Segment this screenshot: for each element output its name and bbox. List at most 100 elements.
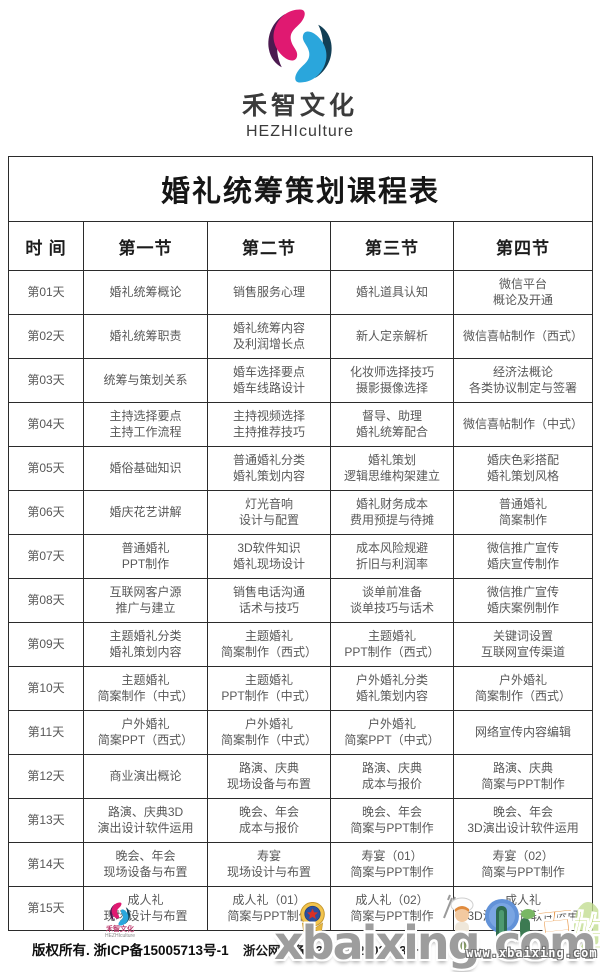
table-row: 第05天 婚俗基础知识 普通婚礼分类 婚礼策划内容 婚礼策划 逻辑思维构架建立 婚庆色彩搭配… — [8, 446, 594, 491]
course-schedule-table: 婚礼统筹策划课程表 时 间 第一节 第二节 第三节 第四节 第01天 婚礼统筹概论… — [7, 156, 594, 931]
course-cell: 新人定亲解析 — [330, 314, 454, 359]
course-cell: 户外婚礼 简案制作（西式） — [452, 666, 594, 711]
course-cell: 成本风险规避 折旧与利润率 — [330, 534, 454, 579]
course-table-body: 第01天 婚礼统筹概论 销售服务心理 婚礼道具认知 微信平台 概论及开通 第02天 婚礼统筹职… — [8, 270, 594, 931]
course-cell: 晚会、年会 简案与PPT制作 — [330, 798, 454, 843]
brand-block: 禾智文化 HEZHIculture — [0, 8, 600, 141]
course-cell: 商业演出概论 — [83, 754, 208, 799]
brand-name-en: HEZHIculture — [245, 123, 355, 140]
course-cell: 晚会、年会 3D演出设计软件运用 — [452, 798, 594, 843]
table-row: 第01天 婚礼统筹概论 销售服务心理 婚礼道具认知 微信平台 概论及开通 — [8, 270, 594, 315]
table-title-row: 婚礼统筹策划课程表 — [7, 156, 594, 222]
hezhi-logo-icon — [268, 9, 332, 83]
day-cell: 第14天 — [8, 842, 84, 887]
table-title: 婚礼统筹策划课程表 — [7, 156, 594, 222]
brand-name-cn: 禾智文化 — [241, 92, 358, 120]
table-row: 第12天 商业演出概论 路演、庆典 现场设备与布置 路演、庆典 成本与报价 路演、庆典 简案与… — [8, 754, 594, 799]
watermark-site-text: xbaixing.com — [274, 916, 597, 970]
course-cell: 户外婚礼 简案PPT（西式） — [83, 710, 208, 755]
day-cell: 第10天 — [8, 666, 84, 711]
course-cell: 寿宴（01） 简案与PPT制作 — [330, 842, 454, 887]
column-header-session3: 第三节 — [330, 221, 454, 271]
course-cell: 婚庆花艺讲解 — [83, 490, 208, 535]
course-cell: 晚会、年会 成本与报价 — [207, 798, 331, 843]
icp-copyright-text: 版权所有. 浙ICP备15005713号-1 — [32, 943, 229, 958]
hezhi-logo-small-icon — [110, 902, 130, 926]
course-cell: 网络宣传内容编辑 — [452, 710, 594, 755]
column-header-time: 时 间 — [8, 221, 84, 271]
course-cell: 关键词设置 互联网宣传渠道 — [452, 622, 594, 667]
course-cell: 微信平台 概论及开通 — [452, 270, 594, 315]
table-row: 第08天 互联网客户源 推广与建立 销售电话沟通 话术与技巧 谈单前准备 谈单技巧与话术 微信… — [8, 578, 594, 623]
course-cell: 化妆师选择技巧 摄影摄像选择 — [330, 358, 454, 403]
course-cell: 微信喜帖制作（中式） — [452, 402, 594, 447]
course-cell: 寿宴（02） 简案与PPT制作 — [452, 842, 594, 887]
course-cell: 灯光音响 设计与配置 — [207, 490, 331, 535]
course-cell: 婚礼统筹内容 及利润增长点 — [207, 314, 331, 359]
course-cell: 晚会、年会 现场设备与布置 — [83, 842, 208, 887]
footer-brand-en: HEZHIculture — [104, 932, 135, 939]
table-row: 第09天 主题婚礼分类 婚礼策划内容 主题婚礼 简案制作（西式） 主题婚礼 PPT制作（西式… — [8, 622, 594, 667]
footer-brand-cn: 禾智文化 — [106, 926, 134, 933]
table-row: 第11天 户外婚礼 简案PPT（西式） 户外婚礼 简案制作（中式） 户外婚礼 简案PPT（中… — [8, 710, 594, 755]
course-cell: 户外婚礼 简案PPT（中式） — [330, 710, 454, 755]
day-cell: 第13天 — [8, 798, 84, 843]
course-cell: 婚俗基础知识 — [83, 446, 208, 491]
day-cell: 第15天 — [8, 886, 84, 931]
public-security-badge-icon — [300, 902, 325, 933]
course-cell: 主持选择要点 主持工作流程 — [83, 402, 208, 447]
table-row: 第10天 主题婚礼 简案制作（中式） 主题婚礼 PPT制作（中式） 户外婚礼分类 婚礼策划内… — [8, 666, 594, 711]
course-cell: 主题婚礼 简案制作（中式） — [83, 666, 208, 711]
course-cell: 谈单前准备 谈单技巧与话术 — [330, 578, 454, 623]
table-row: 第02天 婚礼统筹职责 婚礼统筹内容 及利润增长点 新人定亲解析 微信喜帖制作（西式） — [8, 314, 594, 359]
watermark-url-text: www.xbaixing.com — [466, 946, 598, 960]
course-cell: 路演、庆典3D 演出设计软件运用 — [83, 798, 208, 843]
course-cell: 销售电话沟通 话术与技巧 — [207, 578, 331, 623]
course-cell: 微信喜帖制作（西式） — [452, 314, 594, 359]
day-cell: 第09天 — [8, 622, 84, 667]
column-header-session4: 第四节 — [452, 221, 594, 271]
course-cell: 普通婚礼 简案制作 — [452, 490, 594, 535]
course-cell: 路演、庆典 现场设备与布置 — [207, 754, 331, 799]
course-cell: 互联网客户源 推广与建立 — [83, 578, 208, 623]
course-cell: 主题婚礼分类 婚礼策划内容 — [83, 622, 208, 667]
day-cell: 第05天 — [8, 446, 84, 491]
table-header-row: 时 间 第一节 第二节 第三节 第四节 — [8, 221, 594, 271]
course-cell: 销售服务心理 — [207, 270, 331, 315]
course-cell: 婚庆色彩搭配 婚礼策划风格 — [452, 446, 594, 491]
course-cell: 主题婚礼 PPT制作（中式） — [207, 666, 331, 711]
day-cell: 第06天 — [8, 490, 84, 535]
course-cell: 微信推广宣传 婚庆宣传制作 — [452, 534, 594, 579]
course-cell: 户外婚礼分类 婚礼策划内容 — [330, 666, 454, 711]
table-row: 第14天 晚会、年会 现场设备与布置 寿宴 现场设计与布置 寿宴（01） 简案与PPT制作寿… — [8, 842, 594, 887]
course-cell: 婚礼道具认知 — [330, 270, 454, 315]
day-cell: 第03天 — [8, 358, 84, 403]
table-row: 第07天 普通婚礼 PPT制作 3D软件知识 婚礼现场设计 成本风险规避 折旧与利润率 微信推… — [8, 534, 594, 579]
course-cell: 主持视频选择 主持推荐技巧 — [207, 402, 331, 447]
course-cell: 寿宴 现场设计与布置 — [207, 842, 331, 887]
course-cell: 督导、助理 婚礼统筹配合 — [330, 402, 454, 447]
table-row: 第13天 路演、庆典3D 演出设计软件运用 晚会、年会 成本与报价 晚会、年会 简案与PPT… — [8, 798, 594, 843]
day-cell: 第08天 — [8, 578, 84, 623]
column-header-session1: 第一节 — [83, 221, 208, 271]
column-header-session2: 第二节 — [207, 221, 331, 271]
day-cell: 第12天 — [8, 754, 84, 799]
course-cell: 婚礼统筹概论 — [83, 270, 208, 315]
table-row: 第03天 统筹与策划关系 婚车选择要点 婚车线路设计 化妆师选择技巧 摄影摄像选择 经济法概… — [8, 358, 594, 403]
footer-brand-block: 禾智文化 HEZHIculture — [88, 902, 152, 939]
course-cell: 经济法概论 各类协议制定与签署 — [452, 358, 594, 403]
course-cell: 主题婚礼 PPT制作（西式） — [330, 622, 454, 667]
day-cell: 第07天 — [8, 534, 84, 579]
table-row: 第04天 主持选择要点 主持工作流程 主持视频选择 主持推荐技巧 督导、助理 婚礼统筹配合微… — [8, 402, 594, 447]
public-security-record-text: 浙公网安备 33010402002313号 — [243, 944, 419, 958]
course-cell: 婚车选择要点 婚车线路设计 — [207, 358, 331, 403]
watermark-mascot-graphic: 百 姓 — [443, 894, 600, 956]
course-cell: 成人礼（02） 简案与PPT制作 — [330, 886, 454, 931]
course-cell: 婚礼财务成本 费用预提与待摊 — [330, 490, 454, 535]
course-cell: 普通婚礼分类 婚礼策划内容 — [207, 446, 331, 491]
course-cell: 统筹与策划关系 — [83, 358, 208, 403]
course-cell: 路演、庆典 成本与报价 — [330, 754, 454, 799]
course-cell: 微信推广宣传 婚庆案例制作 — [452, 578, 594, 623]
day-cell: 第11天 — [8, 710, 84, 755]
